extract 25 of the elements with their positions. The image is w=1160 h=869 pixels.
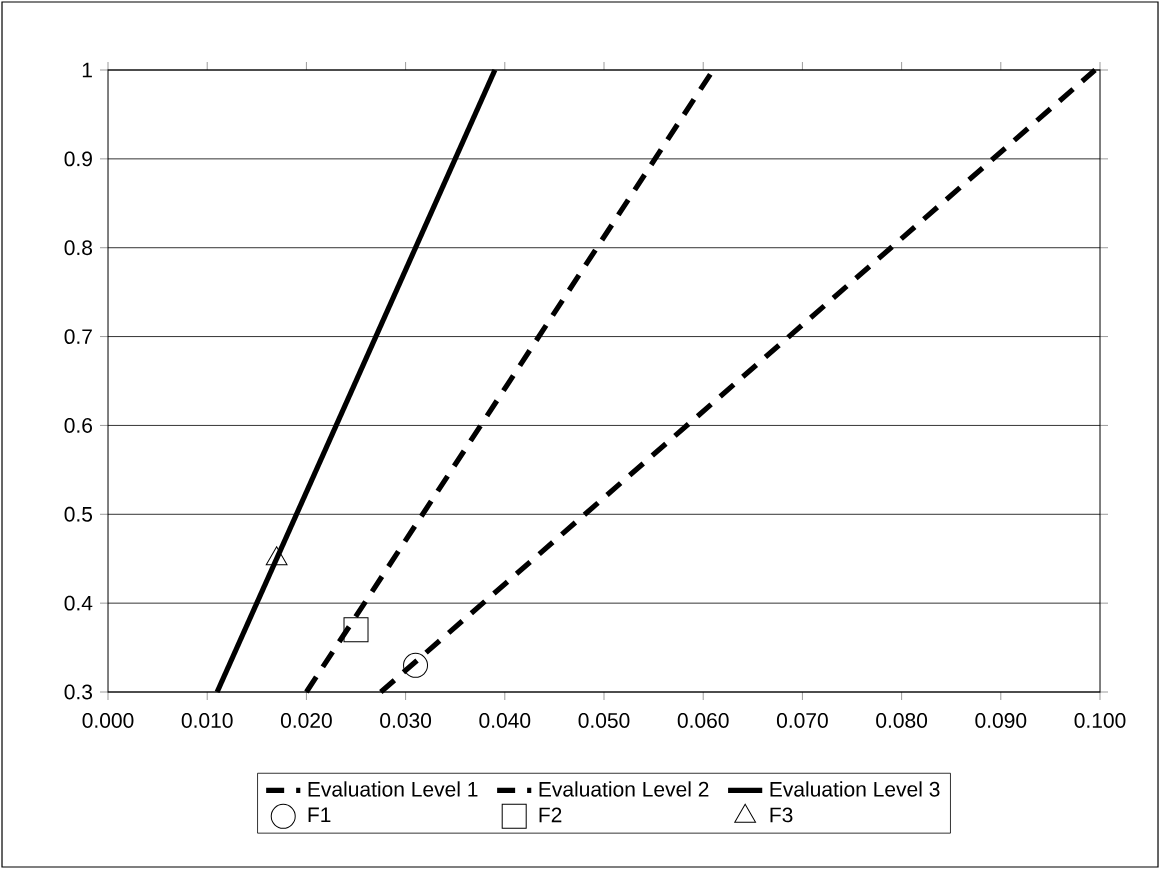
x-tick-label: 0.010	[181, 713, 233, 728]
legend-label: Evaluation Level 1	[308, 781, 478, 797]
legend-label: F1	[308, 807, 331, 823]
y-tick-label: 0.9	[64, 151, 92, 167]
y-tick-label: 0.3	[64, 684, 93, 700]
x-tick-label: 0.070	[776, 713, 828, 728]
x-tick-label: 0.000	[82, 713, 134, 728]
y-tick-label: 0.4	[64, 595, 93, 611]
x-tick-label: 0.060	[677, 713, 729, 728]
x-tick-label: 0.090	[975, 713, 1027, 728]
x-tick-label: 0.040	[479, 713, 531, 728]
y-tick-label: 0.8	[64, 240, 93, 256]
legend-label: Evaluation Level 3	[770, 781, 940, 797]
x-tick-label: 0.050	[578, 713, 630, 728]
x-tick-label: 0.100	[1074, 713, 1126, 728]
y-tick-label: 1	[82, 62, 92, 78]
legend-label: Evaluation Level 2	[539, 781, 709, 797]
x-tick-label: 0.030	[380, 713, 432, 728]
legend-label: F3	[770, 807, 793, 823]
y-tick-label: 0.6	[64, 418, 93, 433]
y-tick-label: 0.5	[64, 506, 93, 522]
legend-label: F2	[539, 807, 562, 823]
x-tick-label: 0.020	[280, 713, 332, 728]
x-tick-label: 0.080	[876, 713, 928, 728]
y-tick-label: 0.7	[64, 329, 92, 345]
